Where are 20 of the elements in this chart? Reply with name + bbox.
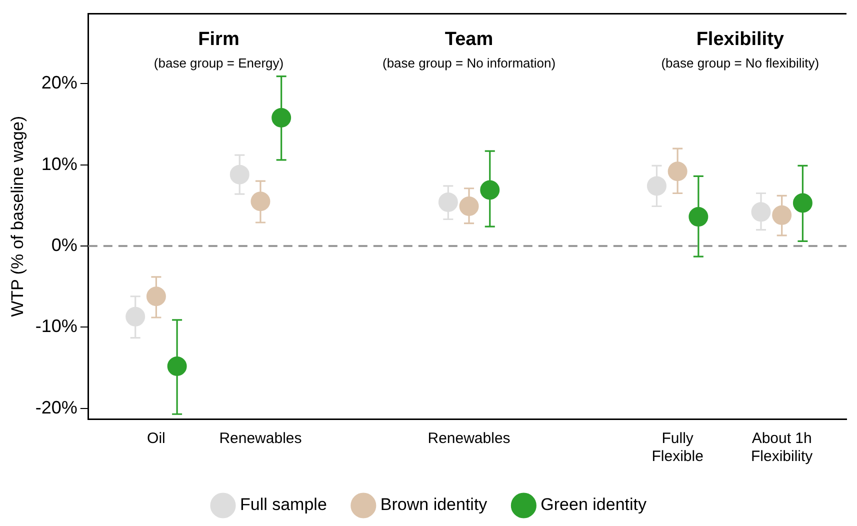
x-tick-label: Fully Flexible xyxy=(652,430,704,466)
annotation: (base group = No information) xyxy=(382,55,556,70)
x-tick-label: Renewables xyxy=(428,430,510,448)
y-axis-title: WTP (% of baseline wage) xyxy=(8,116,27,317)
annotation: Firm xyxy=(198,29,240,50)
annotation: (base group = Energy) xyxy=(154,55,284,70)
legend-label: Green identity xyxy=(540,495,648,514)
y-tick-label: 20% xyxy=(41,72,78,93)
y-tick-label: -20% xyxy=(35,397,78,418)
y-tick-label: 0% xyxy=(51,235,78,256)
x-tick-label: About 1h Flexibility xyxy=(751,430,814,466)
annotation: Flexibility xyxy=(696,29,784,50)
legend-label: Brown identity xyxy=(380,495,488,514)
legend-label: Full sample xyxy=(240,495,327,514)
y-tick-label: 10% xyxy=(41,154,78,174)
annotation: Team xyxy=(444,29,494,50)
y-tick-label: -10% xyxy=(35,316,78,336)
x-tick-label: Renewables xyxy=(219,430,302,448)
annotation: (base group = No flexibility) xyxy=(661,55,820,70)
x-tick-label: Oil xyxy=(147,430,166,448)
